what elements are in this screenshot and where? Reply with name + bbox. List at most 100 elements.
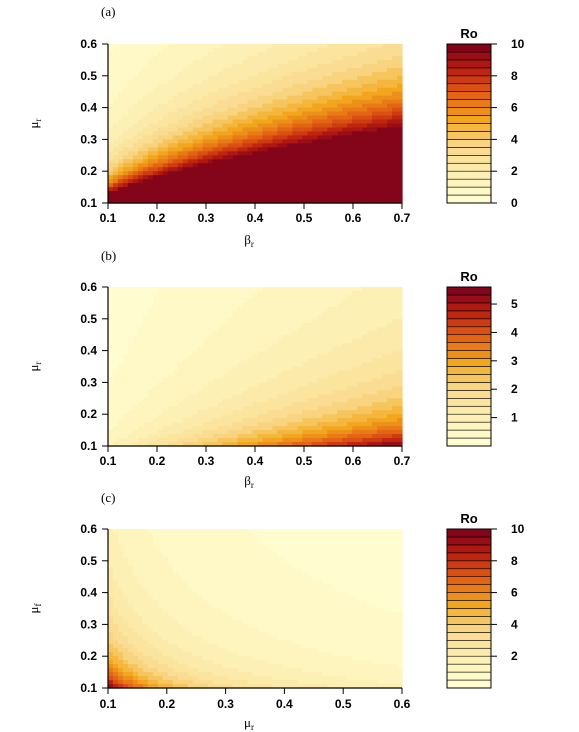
heatmap-cell — [192, 398, 199, 403]
heatmap-cell — [132, 410, 139, 415]
heatmap-cell — [117, 139, 124, 144]
heatmap-cell — [108, 191, 114, 196]
heatmap-cell — [362, 358, 368, 364]
heatmap-cell — [108, 600, 114, 606]
heatmap-cell — [347, 111, 353, 117]
heatmap-cell — [392, 63, 398, 69]
heatmap-cell — [322, 171, 328, 176]
heatmap-cell — [172, 199, 179, 204]
heatmap-cell — [127, 151, 134, 156]
heatmap-cell — [307, 87, 313, 93]
heatmap-cell — [177, 131, 184, 137]
heatmap-cell — [292, 55, 298, 61]
heatmap-cell — [397, 354, 403, 360]
heatmap-cell — [332, 322, 338, 328]
heatmap-cell — [112, 366, 119, 372]
heatmap-cell — [252, 422, 259, 427]
heatmap-cell — [117, 155, 124, 160]
heatmap-cell — [272, 167, 279, 172]
heatmap-cell — [152, 426, 159, 431]
heatmap-cell — [367, 79, 373, 85]
heatmap-cell — [362, 151, 368, 156]
heatmap-cell — [127, 362, 134, 368]
heatmap-cell — [108, 410, 114, 415]
heatmap-cell — [192, 430, 199, 435]
heatmap-cell — [327, 322, 333, 328]
heatmap-cell — [297, 406, 303, 411]
heatmap-cell — [187, 290, 194, 296]
heatmap-cell — [372, 334, 378, 340]
heatmap-cell — [297, 47, 303, 53]
heatmap-cell — [242, 294, 249, 300]
heatmap-cell — [142, 442, 149, 447]
heatmap-cell — [177, 187, 184, 192]
heatmap-cell — [292, 378, 298, 384]
heatmap-cell — [227, 67, 234, 73]
heatmap-cell — [187, 159, 194, 164]
heatmap-cell — [337, 111, 343, 117]
heatmap-cell — [217, 63, 224, 69]
heatmap-cell — [327, 167, 333, 172]
heatmap-cell — [117, 382, 124, 387]
heatmap-cell — [332, 127, 338, 133]
heatmap-cell — [147, 63, 154, 69]
heatmap-cell — [227, 366, 234, 372]
heatmap-cell — [112, 183, 119, 188]
heatmap-cell — [117, 390, 124, 395]
heatmap-cell — [257, 442, 264, 447]
heatmap-cell — [252, 334, 259, 340]
heatmap-cell — [192, 135, 199, 141]
heatmap-cell — [192, 75, 199, 81]
heatmap-cell — [392, 318, 398, 324]
heatmap-cell — [172, 350, 179, 356]
heatmap-cell — [347, 63, 353, 69]
heatmap-cell — [217, 147, 224, 152]
heatmap-cell — [162, 358, 169, 364]
heatmap-cell — [267, 55, 274, 61]
heatmap-cell — [347, 362, 353, 368]
heatmap-cell — [292, 115, 298, 121]
heatmap-cell — [277, 287, 283, 292]
heatmap-cell — [152, 44, 159, 49]
heatmap-cell — [312, 175, 318, 180]
heatmap-cell — [272, 310, 279, 316]
heatmap-cell — [167, 426, 174, 431]
heatmap-cell — [352, 175, 358, 180]
heatmap-cell — [142, 163, 149, 168]
heatmap-cell — [142, 131, 149, 137]
heatmap-cell — [372, 406, 378, 411]
heatmap-cell — [282, 47, 288, 53]
heatmap-cell — [312, 183, 318, 188]
heatmap-cell — [307, 155, 313, 160]
heatmap-cell — [232, 55, 239, 61]
heatmap-cell — [187, 354, 194, 360]
heatmap-cell — [117, 684, 124, 689]
heatmap-cell — [207, 191, 214, 196]
heatmap-cell — [197, 302, 204, 308]
heatmap-cell — [217, 394, 224, 399]
heatmap-cell — [162, 430, 169, 435]
heatmap-cell — [397, 294, 403, 300]
heatmap-cell — [362, 366, 368, 372]
heatmap-cell — [322, 374, 328, 380]
heatmap-cell — [132, 302, 139, 308]
heatmap-cell — [352, 87, 358, 93]
heatmap-cell — [267, 75, 274, 81]
heatmap-cell — [108, 656, 114, 661]
heatmap-cell — [267, 51, 274, 57]
colorbar-band — [446, 421, 492, 431]
colorbar-band — [446, 139, 492, 148]
heatmap-cell — [222, 183, 229, 188]
heatmap-cell — [282, 151, 288, 156]
heatmap-cell — [307, 386, 313, 391]
heatmap-cell — [167, 83, 174, 89]
heatmap-cell — [302, 119, 308, 125]
heatmap-cell — [372, 374, 378, 380]
heatmap-cell — [177, 354, 184, 360]
heatmap-cell — [337, 318, 343, 324]
heatmap-cell — [337, 322, 343, 328]
heatmap-cell — [207, 171, 214, 176]
heatmap-cell — [332, 298, 338, 304]
heatmap-cell — [272, 406, 279, 411]
heatmap-cell — [257, 71, 264, 77]
